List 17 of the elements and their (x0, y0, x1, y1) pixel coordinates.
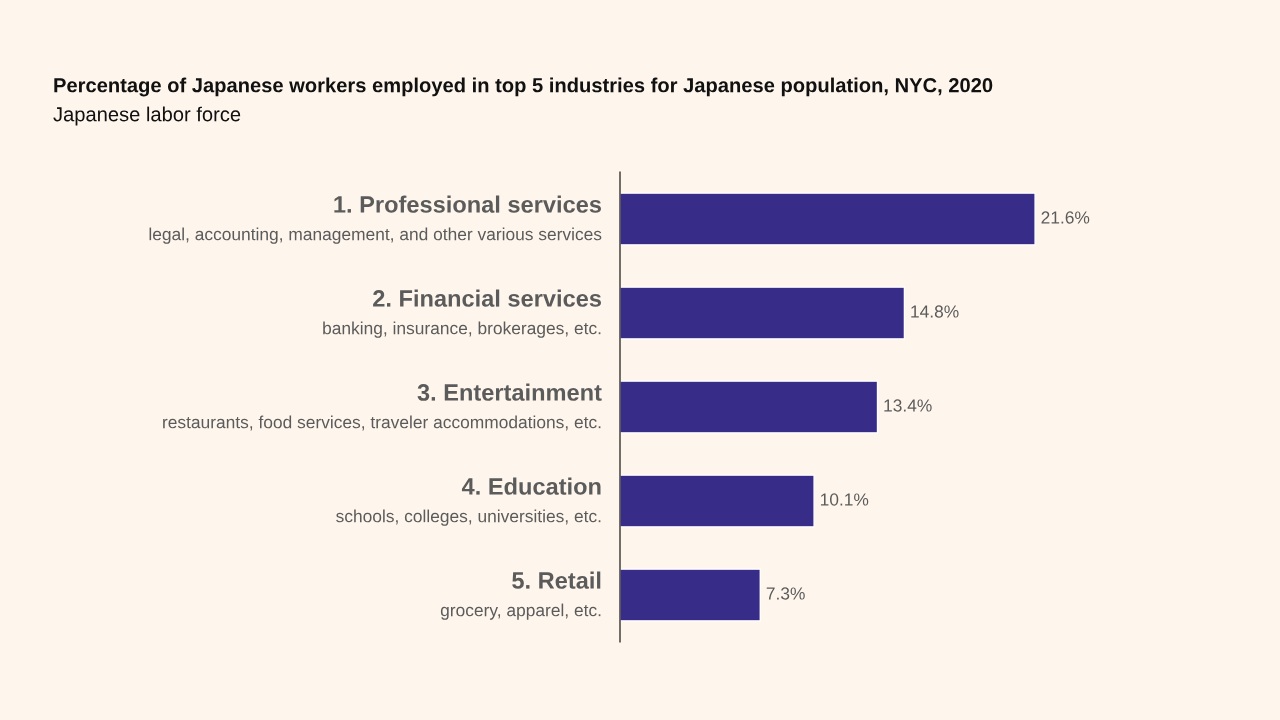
data-label: 21.6% (1041, 211, 1090, 224)
y-tick-label: 1. Professional services legal, accounting, management, and other various services (149, 195, 602, 244)
y-tick-label: 2. Financial services banking, insurance, brokerages, etc. (323, 289, 601, 338)
data-label: 7.3% (766, 587, 805, 600)
data-label: 10.1% (820, 493, 869, 506)
y-tick-label: 4. Education schools, colleges, universities, etc. (336, 477, 601, 526)
bar (620, 474, 815, 528)
bar (620, 380, 879, 434)
data-label: 14.8% (911, 305, 959, 318)
text: Japanese labor force (53, 106, 241, 126)
data-label: 13.4% (884, 399, 932, 412)
bar (620, 568, 761, 622)
bar (620, 286, 906, 340)
bar (620, 192, 1036, 246)
y-tick-label: 3. Entertainment restaurants, food services, traveler accommodations, etc. (163, 383, 602, 431)
chart-title: Percentage of Japanese workers employed in top 5 industries for Japanese population, NYC, 2020 (54, 77, 993, 97)
y-tick-label: 5. Retail grocery, apparel, etc. (440, 571, 601, 620)
